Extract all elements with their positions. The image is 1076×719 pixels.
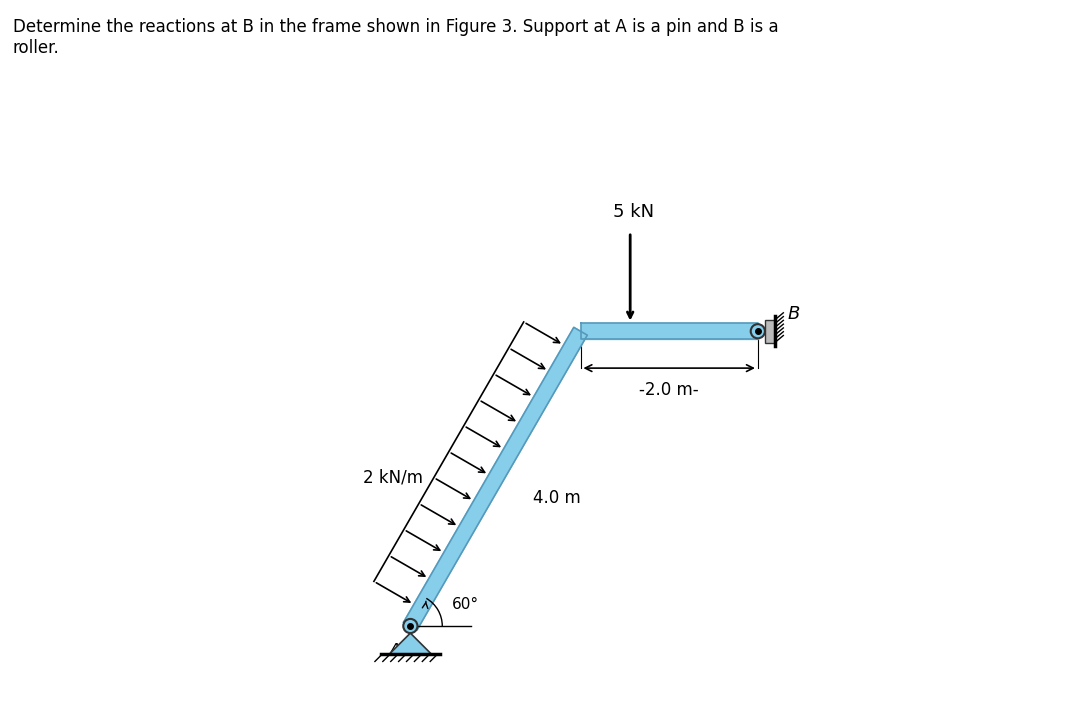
Text: 60°: 60° <box>452 597 479 612</box>
Polygon shape <box>390 633 431 654</box>
Bar <box>765 320 775 342</box>
Text: B: B <box>788 305 799 323</box>
Polygon shape <box>404 327 587 630</box>
Circle shape <box>751 324 765 339</box>
Text: -2.0 m-: -2.0 m- <box>639 381 699 399</box>
Polygon shape <box>581 324 758 339</box>
Text: A: A <box>388 641 401 659</box>
Text: Determine the reactions at B in the frame shown in Figure 3. Support at A is a p: Determine the reactions at B in the fram… <box>13 18 779 57</box>
Text: 5 kN: 5 kN <box>613 203 654 221</box>
Circle shape <box>404 619 417 633</box>
Text: 2 kN/m: 2 kN/m <box>364 469 423 487</box>
Text: 4.0 m: 4.0 m <box>533 489 581 507</box>
